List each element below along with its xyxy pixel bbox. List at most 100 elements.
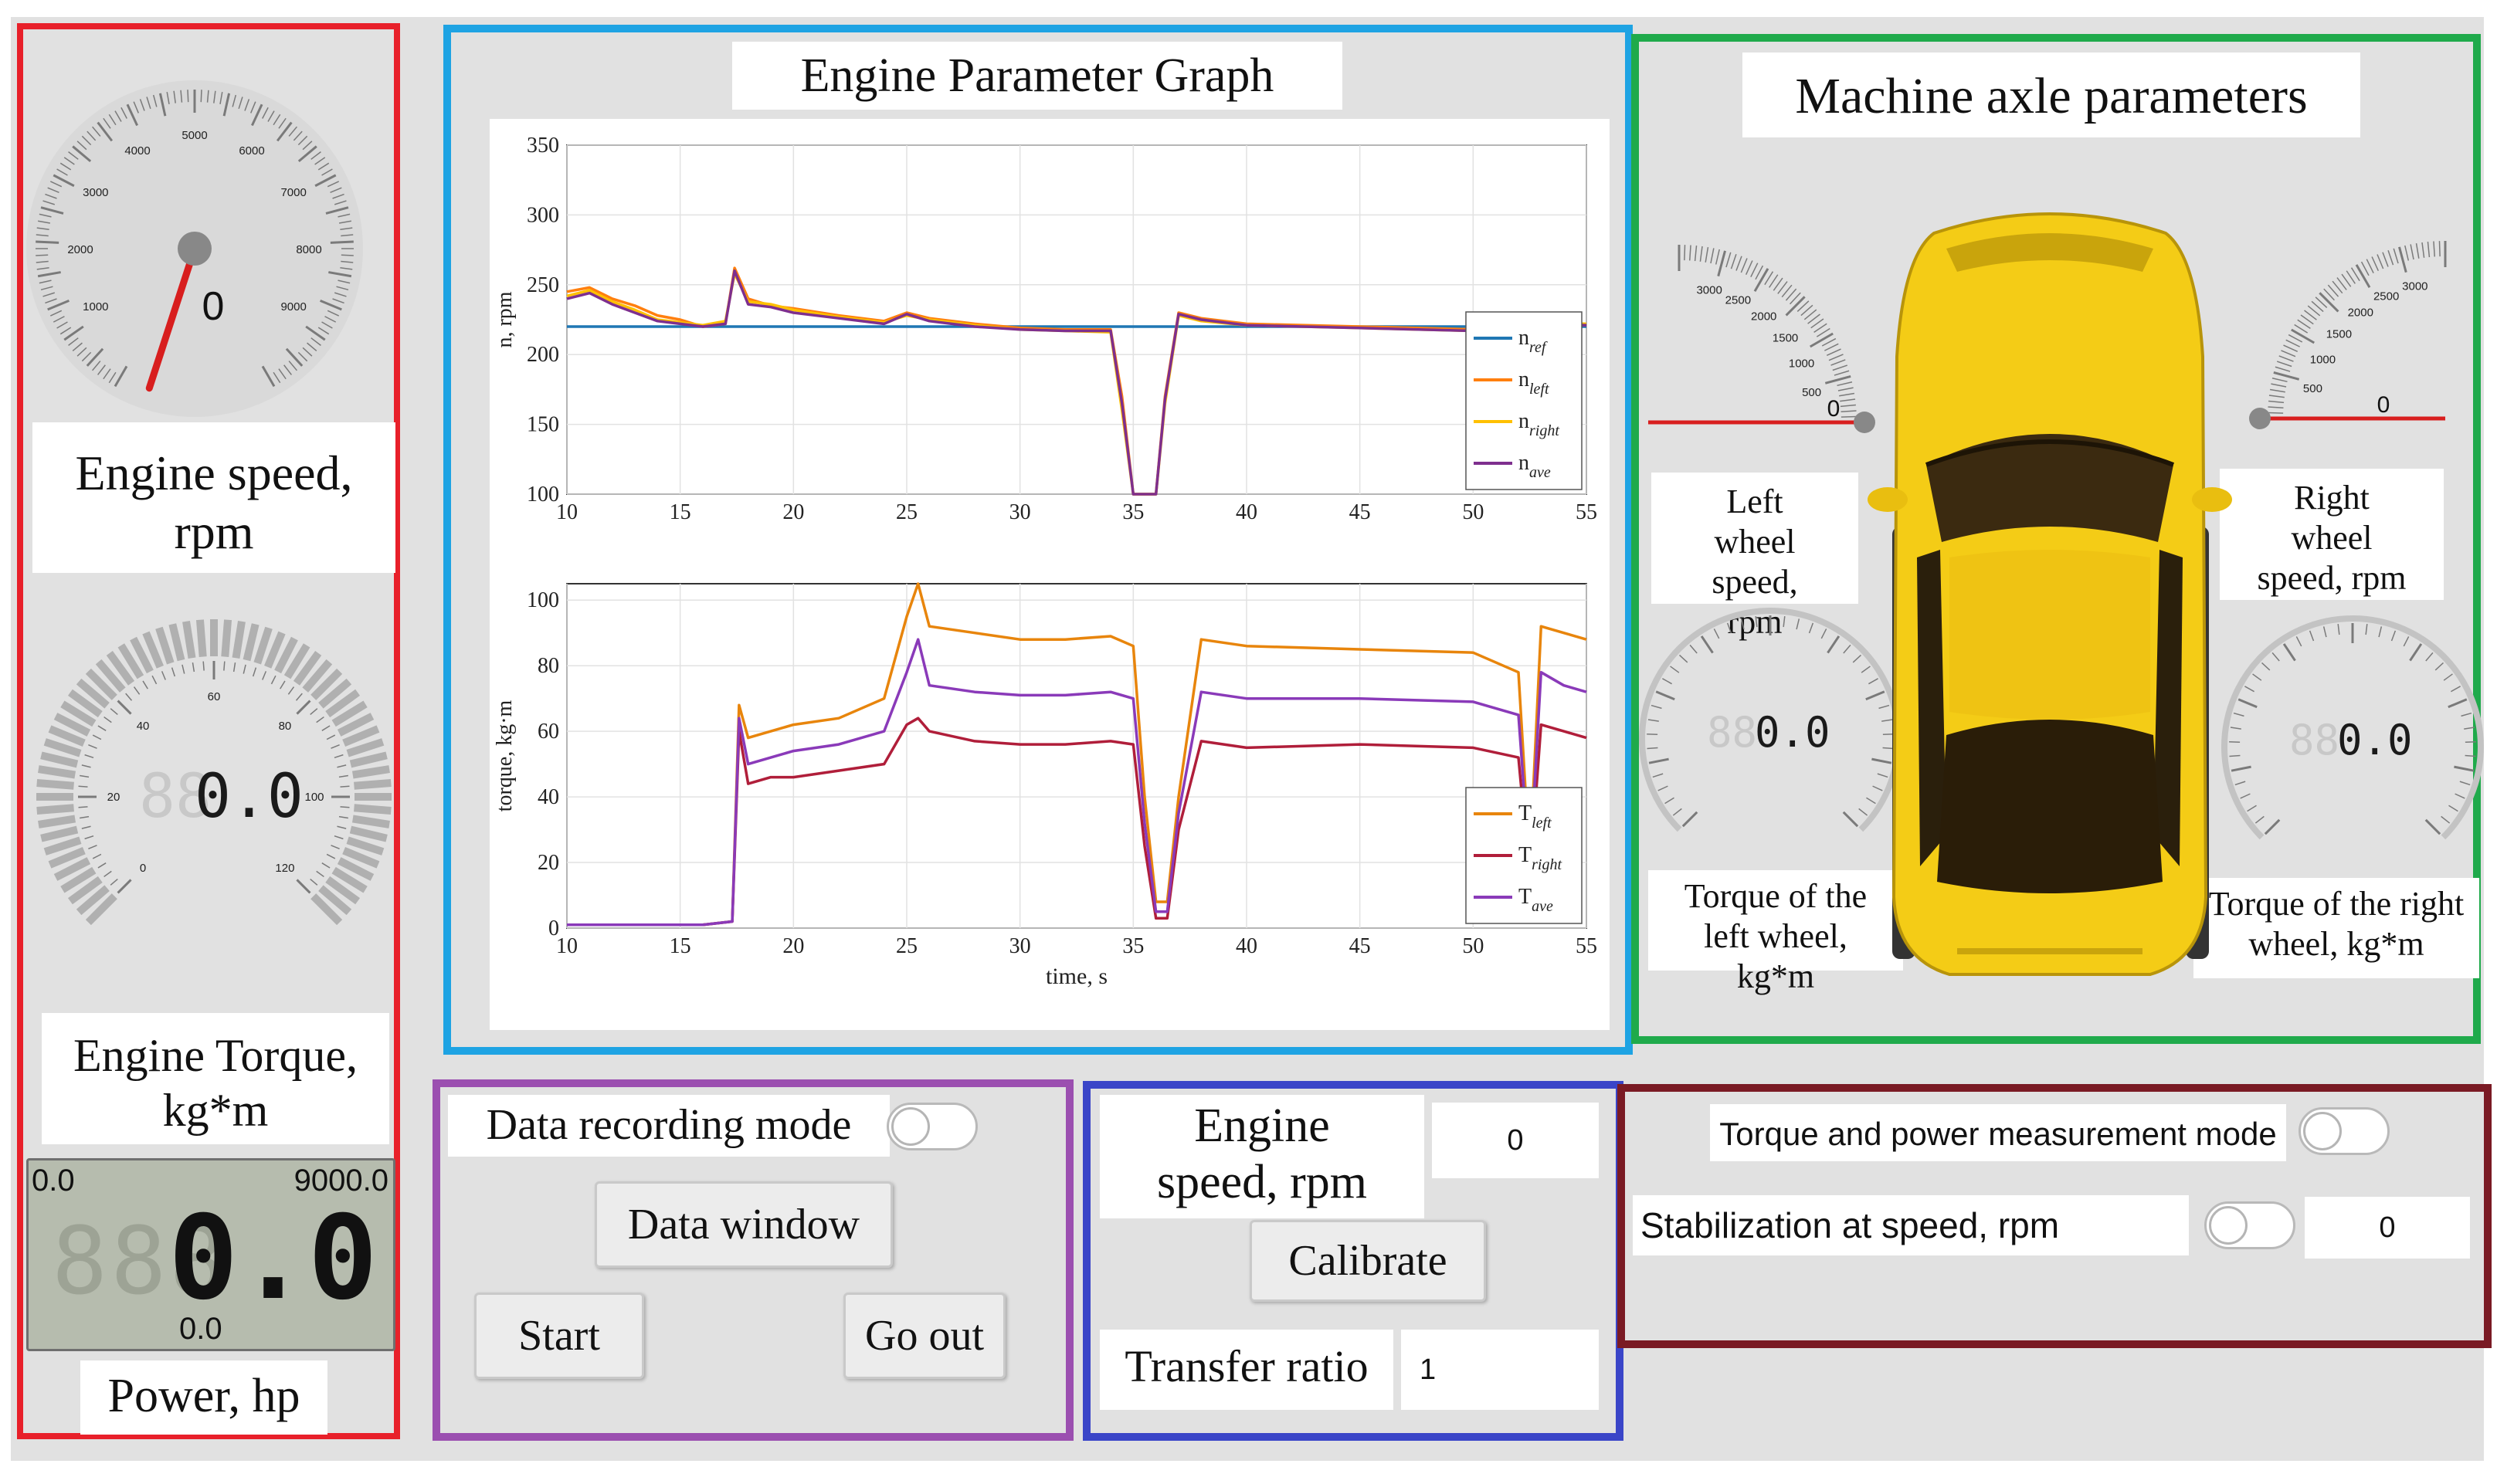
gauge-tick bbox=[47, 187, 59, 193]
gauge-tick bbox=[338, 815, 348, 819]
x-tick-label: 40 bbox=[1236, 934, 1257, 958]
gauge-tick bbox=[1810, 318, 1824, 329]
gauge-tick bbox=[2300, 314, 2314, 325]
gauge-tick bbox=[2261, 662, 2271, 671]
gauge-tick bbox=[326, 853, 336, 859]
gauge-tick-label: 9000 bbox=[280, 300, 306, 313]
gauge-tick bbox=[45, 298, 57, 304]
graph-panel bbox=[443, 25, 1633, 1055]
gauge-tick bbox=[59, 162, 72, 171]
gauge-tick-label: 80 bbox=[279, 720, 292, 733]
gauge-tick bbox=[81, 351, 92, 362]
gauge-tick bbox=[110, 708, 118, 716]
power-max-label: 9000.0 bbox=[293, 1164, 388, 1198]
gauge-tick bbox=[328, 271, 352, 278]
gauge-tick bbox=[1881, 719, 1893, 722]
torque-band-segment bbox=[117, 643, 144, 679]
x-tick-label: 15 bbox=[670, 934, 691, 958]
gauge-tick bbox=[310, 337, 321, 346]
gauge-tick bbox=[338, 774, 348, 778]
y-tick-label: 250 bbox=[527, 273, 559, 297]
gauge-tick bbox=[1657, 785, 1668, 791]
gauge-tick bbox=[180, 90, 183, 103]
gauge-tick bbox=[202, 661, 205, 671]
gauge-tick bbox=[2366, 259, 2374, 273]
gauge-tick bbox=[326, 734, 336, 740]
gauge-tick bbox=[2271, 652, 2280, 662]
stabilization-input[interactable]: 0 bbox=[2305, 1197, 2470, 1259]
x-tick-label: 45 bbox=[1349, 934, 1371, 958]
gauge-tick-label: 0 bbox=[140, 862, 146, 875]
gauge-tick bbox=[1830, 359, 1846, 366]
gauge-tick bbox=[278, 368, 287, 380]
go-out-button[interactable]: Go out bbox=[843, 1293, 1006, 1379]
gauge-tick bbox=[2346, 270, 2356, 284]
wheel-speed-readout: 0 bbox=[2377, 392, 2390, 418]
gauge-tick bbox=[2288, 334, 2303, 343]
gauge-tick bbox=[2441, 815, 2451, 824]
gauge-tick bbox=[232, 662, 236, 673]
torque-band-segment bbox=[351, 815, 390, 828]
start-button[interactable]: Start bbox=[474, 1293, 644, 1379]
gauge-tick bbox=[2278, 355, 2294, 362]
gauge-tick bbox=[317, 162, 330, 171]
series-line-t-ave bbox=[567, 638, 1587, 927]
gauge-tick bbox=[117, 879, 132, 894]
gauge-tick bbox=[108, 371, 117, 384]
gauge-tick bbox=[276, 121, 293, 142]
transfer-ratio-label: Transfer ratio bbox=[1100, 1330, 1393, 1410]
gauge-tick bbox=[287, 686, 295, 695]
gauge-tick bbox=[103, 870, 112, 878]
gauge-tick bbox=[1753, 268, 1769, 293]
gauge-tick bbox=[2336, 277, 2347, 290]
gauge-tick bbox=[1689, 644, 1698, 654]
gauge-tick bbox=[332, 193, 344, 199]
gauge-tick bbox=[92, 126, 101, 137]
power-label: Power, hp bbox=[80, 1360, 327, 1435]
gauge-tick bbox=[1882, 747, 1894, 750]
gauge-tick bbox=[2390, 630, 2397, 642]
gauge-tick bbox=[81, 135, 92, 146]
gauge-tick bbox=[2307, 305, 2321, 317]
gauge-tick bbox=[2451, 686, 2461, 693]
gauge-tick bbox=[310, 708, 318, 716]
torque-band-segment bbox=[232, 621, 246, 659]
gauge-tick bbox=[97, 364, 106, 375]
gauge-tick bbox=[2459, 781, 2471, 786]
torque-power-mode-toggle[interactable] bbox=[2299, 1107, 2390, 1155]
gauge-tick bbox=[92, 361, 101, 371]
gauge-needle bbox=[145, 245, 198, 392]
gauge-tick bbox=[1688, 245, 1691, 261]
gauge-tick bbox=[295, 693, 303, 701]
torque-band-segment bbox=[106, 650, 135, 686]
calibrate-button[interactable]: Calibrate bbox=[1250, 1220, 1486, 1302]
gauge-tick bbox=[2268, 395, 2285, 398]
gauge-tick bbox=[1755, 616, 1758, 628]
stabilization-toggle[interactable] bbox=[2204, 1201, 2295, 1249]
data-recording-toggle[interactable] bbox=[887, 1103, 978, 1150]
x-tick-label: 10 bbox=[556, 500, 578, 524]
gauge-tick bbox=[81, 825, 91, 829]
torque-band-segment bbox=[40, 825, 79, 842]
gauge-tick bbox=[334, 835, 344, 840]
gauge-tick bbox=[80, 815, 90, 819]
gauge-hub bbox=[1854, 412, 1875, 433]
data-window-button[interactable]: Data window bbox=[595, 1181, 893, 1268]
x-tick-label: 50 bbox=[1462, 934, 1484, 958]
gauge-tick bbox=[39, 213, 52, 218]
engine-speed-input[interactable]: 0 bbox=[1432, 1103, 1599, 1178]
gauge-tick bbox=[2233, 712, 2244, 717]
gauge-tick bbox=[305, 325, 326, 341]
gauge-tick bbox=[2355, 264, 2371, 289]
torque-band-segment bbox=[40, 751, 79, 768]
transfer-ratio-input[interactable]: 1 bbox=[1401, 1330, 1599, 1410]
gauge-tick bbox=[1700, 635, 1714, 654]
gauge-tick bbox=[39, 280, 52, 284]
gauge-tick bbox=[1858, 808, 1868, 816]
torque-chart: 10 15 20 25 30 35 40 45 50 55 0 20 40 60 80 100 torque, … bbox=[493, 582, 1597, 989]
gauge-tick bbox=[262, 671, 267, 680]
gauge-tick bbox=[222, 93, 231, 117]
gauge-tick bbox=[285, 347, 304, 367]
gauge-tick-label: 5000 bbox=[182, 129, 207, 142]
gauge-tick bbox=[2465, 754, 2476, 757]
